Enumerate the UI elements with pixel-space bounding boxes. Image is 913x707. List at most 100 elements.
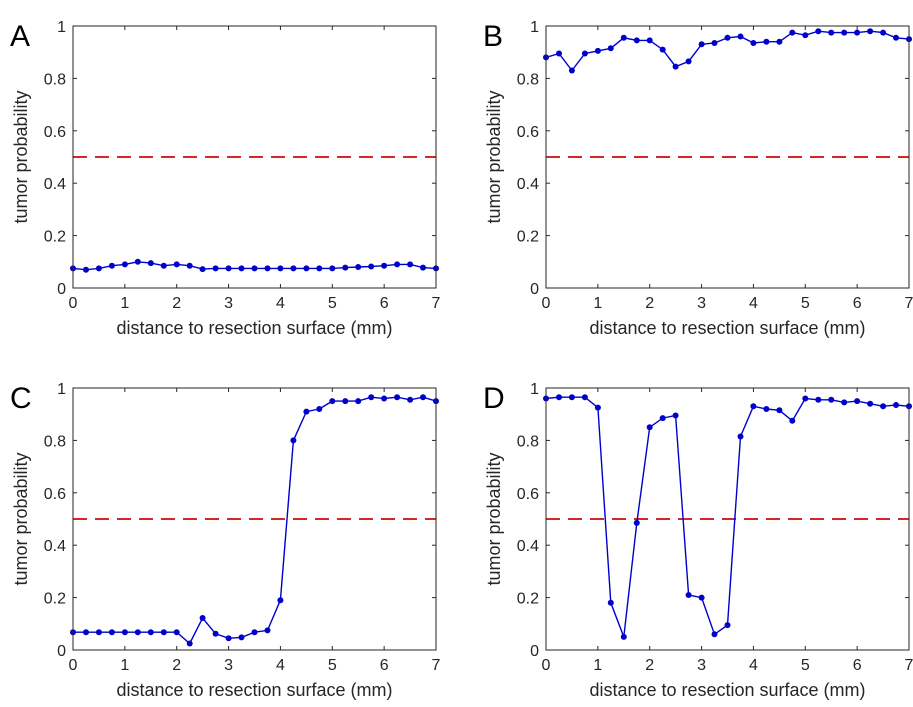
data-point	[854, 29, 861, 36]
data-point	[199, 266, 206, 273]
data-point	[556, 394, 562, 401]
data-point	[238, 634, 245, 641]
data-point	[620, 633, 627, 640]
data-point	[659, 415, 666, 422]
data-point	[381, 395, 388, 402]
y-tick-label: 0.6	[517, 486, 539, 503]
data-point	[646, 37, 653, 44]
x-tick-label: 3	[697, 295, 706, 312]
x-tick-label: 7	[905, 657, 913, 674]
x-tick-label: 2	[645, 295, 654, 312]
data-point	[186, 262, 193, 269]
data-point	[83, 266, 89, 273]
data-point	[355, 264, 362, 270]
y-tick-label: 0	[530, 281, 539, 298]
y-tick-label: 0.8	[44, 71, 66, 88]
x-tick-label: 4	[276, 657, 285, 674]
x-tick-label: 4	[749, 295, 758, 312]
data-point	[763, 406, 770, 412]
y-tick-label: 0.6	[44, 124, 66, 141]
x-tick-label: 0	[69, 657, 78, 674]
y-tick-label: 0.8	[517, 433, 539, 450]
data-point	[789, 29, 796, 36]
axes-box	[545, 25, 910, 289]
data-point	[316, 265, 323, 272]
data-point	[672, 63, 679, 70]
data-point	[724, 622, 731, 629]
x-axis-label: distance to resection surface (mm)	[589, 318, 865, 338]
data-point	[607, 45, 614, 52]
data-point	[342, 264, 349, 271]
y-tick-label: 0.4	[44, 176, 66, 193]
data-point	[607, 599, 614, 606]
data-point	[880, 29, 887, 36]
x-tick-label: 4	[276, 295, 285, 312]
x-tick-label: 2	[172, 657, 181, 674]
y-tick-label: 0	[57, 643, 66, 660]
data-point	[828, 396, 835, 403]
x-tick-label: 0	[69, 295, 78, 312]
data-point	[225, 635, 232, 642]
data-point	[225, 265, 232, 272]
x-tick-label: 5	[328, 295, 337, 312]
data-point	[160, 629, 167, 636]
data-point	[394, 261, 401, 268]
data-point	[251, 629, 258, 636]
data-point	[556, 50, 562, 57]
panel-a: A 0 1 2 3 4 5 6 7 0 0.2 0.4 0.6 0.8 1 distance to resec…	[10, 19, 441, 338]
data-point	[186, 640, 193, 647]
panel-letter: B	[483, 20, 503, 53]
data-point	[802, 32, 809, 39]
y-tick-label: 0.2	[517, 229, 539, 246]
data-point	[698, 41, 705, 48]
data-point	[342, 398, 349, 405]
x-tick-label: 6	[853, 295, 862, 312]
data-point	[711, 631, 718, 638]
data-point	[737, 433, 744, 440]
panel-c: C 0 1 2 3 4 5 6 7 0 0.2 0.4 0.6 0.8 1 distance to resec…	[10, 381, 441, 700]
data-point	[737, 33, 744, 40]
data-point	[147, 629, 154, 636]
x-tick-label: 1	[593, 295, 602, 312]
data-point	[763, 38, 770, 45]
y-axis-label: tumor probability	[484, 452, 504, 585]
data-point	[685, 58, 692, 65]
y-tick-label: 1	[57, 381, 66, 398]
data-point	[355, 398, 362, 405]
y-tick-label: 0	[530, 643, 539, 660]
data-point	[698, 594, 705, 601]
data-point	[368, 263, 375, 270]
data-point	[420, 264, 426, 271]
data-point	[277, 265, 284, 272]
data-point	[264, 627, 271, 634]
data-point	[121, 629, 128, 636]
data-point	[750, 40, 757, 46]
data-point	[646, 424, 653, 431]
data-point	[290, 265, 297, 272]
data-point	[581, 394, 588, 401]
y-tick-label: 0	[57, 281, 66, 298]
y-tick-label: 1	[57, 19, 66, 36]
data-point	[867, 28, 874, 35]
y-tick-label: 0.6	[517, 124, 539, 141]
data-point	[776, 407, 783, 414]
data-point	[776, 38, 783, 45]
data-point	[147, 260, 154, 267]
x-tick-label: 6	[853, 657, 862, 674]
data-point	[394, 394, 401, 401]
panel-letter: A	[10, 20, 30, 53]
panel-letter: D	[483, 382, 505, 415]
data-point	[303, 265, 310, 272]
data-point	[568, 394, 575, 401]
data-point	[750, 403, 757, 410]
x-tick-label: 6	[380, 295, 389, 312]
y-tick-label: 0.2	[517, 591, 539, 608]
data-point	[173, 261, 180, 268]
data-point	[238, 265, 245, 272]
data-point	[815, 396, 822, 403]
y-axis-label: tumor probability	[484, 90, 504, 223]
data-point	[867, 400, 874, 407]
y-axis-label: tumor probability	[11, 90, 31, 223]
panel-d: D 0 1 2 3 4 5 6 7 0 0.2 0.4 0.6 0.8 1 distance to resec…	[483, 381, 913, 700]
